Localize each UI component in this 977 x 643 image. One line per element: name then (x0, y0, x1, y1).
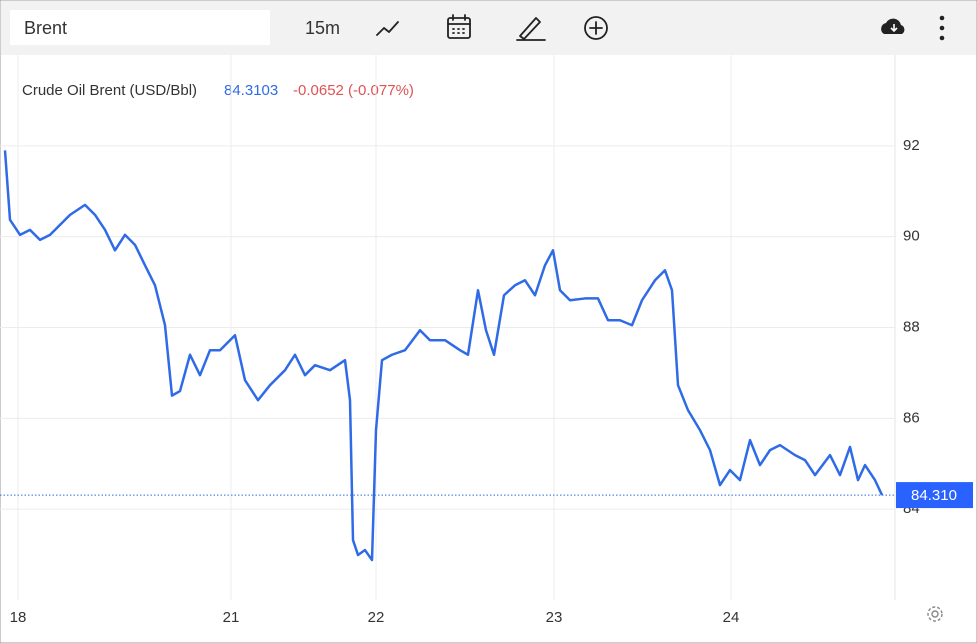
y-tick-label: 88 (903, 318, 920, 335)
current-price-box (896, 482, 973, 509)
settings-icon[interactable] (927, 606, 943, 622)
y-tick-label: 90 (903, 228, 920, 245)
draw-icon[interactable] (516, 17, 546, 41)
legend-name: Crude Oil Brent (USD/Bbl) (22, 82, 197, 99)
price-line (3, 150, 884, 562)
current-price-label: 84.310 (911, 487, 957, 504)
calendar-icon[interactable] (447, 14, 471, 39)
x-tick-label: 24 (723, 609, 740, 626)
chart-type-icon[interactable] (376, 21, 399, 36)
cloud-icon[interactable] (881, 18, 905, 34)
symbol: Brent (24, 18, 67, 38)
y-tick-label: 92 (903, 137, 920, 154)
legend-change: -0.0652 (-0.077%) (293, 82, 414, 99)
y-tick-label: 86 (903, 409, 920, 426)
x-tick-label: 21 (223, 609, 240, 626)
symbol-input[interactable] (10, 10, 270, 45)
x-tick-label: 18 (10, 609, 27, 626)
x-tick-label: 23 (546, 609, 563, 626)
interval[interactable]: 15m (305, 18, 340, 38)
menu-icon[interactable] (939, 15, 945, 41)
legend-price: 84.3103 (224, 82, 278, 99)
add-icon[interactable] (584, 16, 608, 40)
x-tick-label: 22 (368, 609, 385, 626)
